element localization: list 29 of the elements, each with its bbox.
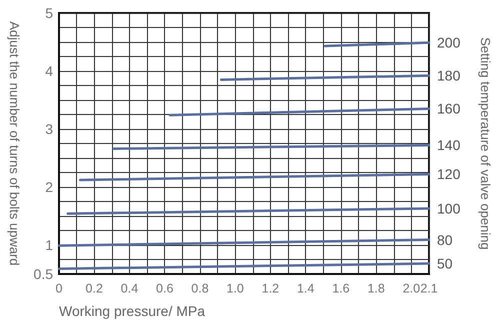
y2-axis-title: Setting temperature of valve opening bbox=[478, 37, 493, 250]
series-label: 160 bbox=[437, 100, 461, 117]
series-label: 200 bbox=[437, 34, 461, 51]
x-tick-label: 1.6 bbox=[332, 282, 350, 296]
y-tick-label: 5 bbox=[45, 5, 54, 21]
x-tick-label: 0.6 bbox=[156, 282, 174, 296]
x-tick-label: 1.8 bbox=[367, 282, 385, 296]
x-tick-label: 1.0 bbox=[226, 282, 244, 296]
y-tick-label: 4 bbox=[45, 63, 54, 79]
x-axis-title: Working pressure/ MPa bbox=[59, 303, 206, 319]
y-tick-label: 3 bbox=[45, 121, 54, 137]
y-tick-label: 0.5 bbox=[34, 266, 54, 282]
y-tick-label: 2 bbox=[45, 179, 54, 195]
y-axis-title: Adjust the number of turns of bolts upward bbox=[7, 21, 22, 266]
x-tick-label: 1.4 bbox=[296, 282, 314, 296]
x-tick-label: 0 bbox=[56, 282, 63, 296]
x-tick-label: 2.1 bbox=[420, 282, 438, 296]
x-tick-label: 0.2 bbox=[86, 282, 103, 296]
x-tick-label: 0.4 bbox=[120, 282, 138, 296]
series-label: 100 bbox=[437, 200, 461, 216]
x-tick-label: 1.2 bbox=[262, 282, 280, 296]
x-tick-label: 0.8 bbox=[191, 282, 209, 296]
y-tick-label: 1 bbox=[45, 237, 54, 253]
series-label: 180 bbox=[437, 68, 461, 84]
series-label: 120 bbox=[437, 166, 461, 182]
series-label: 140 bbox=[437, 137, 461, 154]
x-tick-label: 2.0 bbox=[402, 282, 420, 296]
series-label: 50 bbox=[437, 256, 453, 272]
series-label: 80 bbox=[437, 232, 453, 248]
